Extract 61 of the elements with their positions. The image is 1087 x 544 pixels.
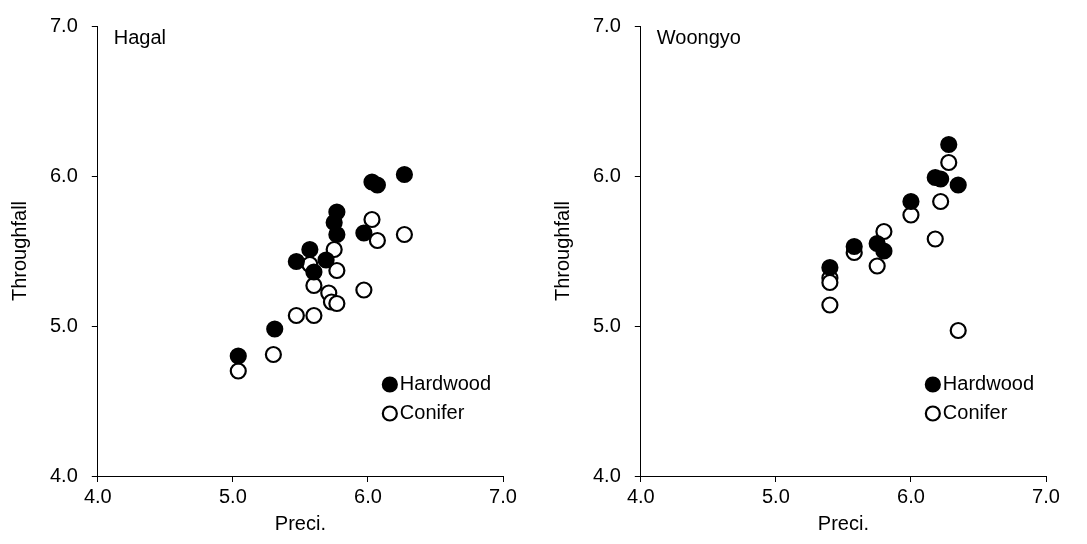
y-tick-label: 5.0 — [49, 313, 78, 336]
x-tick-label: 7.0 — [1032, 484, 1060, 507]
legend-label: Hardwood — [399, 372, 492, 395]
y-tick-label: 5.0 — [592, 313, 621, 336]
point — [932, 192, 950, 211]
point — [328, 225, 346, 244]
point — [875, 242, 893, 260]
y-tick-label: 7.0 — [49, 13, 78, 36]
y-tick-label: 6.0 — [592, 163, 621, 186]
y-tick-label: 7.0 — [592, 13, 621, 36]
point — [355, 224, 373, 242]
chart-title: Woongyo — [656, 25, 741, 48]
point — [363, 210, 381, 229]
point — [301, 240, 319, 259]
point — [317, 251, 335, 269]
point — [368, 176, 386, 194]
point — [845, 237, 863, 256]
point — [821, 296, 839, 314]
point — [328, 203, 346, 221]
x-tick-label: 4.0 — [83, 484, 112, 507]
point — [875, 222, 893, 241]
legend-label: Conifer — [942, 401, 1008, 424]
point — [266, 320, 284, 338]
point — [926, 230, 944, 248]
point — [305, 263, 323, 281]
x-tick-label: 5.0 — [761, 484, 790, 507]
x-axis-title: Preci. — [817, 511, 869, 534]
point — [949, 321, 967, 340]
legend-label: Conifer — [399, 401, 465, 424]
point — [355, 281, 373, 299]
point — [940, 153, 958, 172]
chart-title: Hagal — [113, 25, 167, 48]
point — [368, 231, 386, 250]
point — [949, 176, 967, 194]
x-tick-label: 5.0 — [218, 484, 247, 507]
point — [287, 252, 305, 271]
point — [328, 294, 346, 313]
point — [395, 165, 413, 184]
legend-label: Hardwood — [942, 372, 1035, 395]
point — [902, 192, 920, 211]
y-tick-label: 4.0 — [592, 463, 621, 486]
point — [305, 306, 323, 325]
x-tick-label: 4.0 — [626, 484, 655, 507]
point — [940, 135, 958, 154]
point — [229, 347, 247, 365]
x-tick-label: 7.0 — [489, 484, 517, 507]
point — [821, 273, 839, 292]
point — [821, 258, 839, 277]
point — [264, 345, 282, 364]
x-tick-label: 6.0 — [354, 484, 382, 507]
y-tick-label: 4.0 — [49, 463, 78, 486]
point — [328, 261, 346, 280]
y-tick-label: 6.0 — [49, 163, 78, 186]
x-axis-title: Preci. — [274, 511, 326, 534]
y-axis-title: Throughfall — [7, 200, 30, 302]
point — [868, 257, 886, 275]
x-tick-label: 6.0 — [897, 484, 925, 507]
point — [395, 225, 413, 244]
point — [229, 362, 247, 380]
point — [287, 306, 305, 325]
y-axis-title: Throughfall — [550, 200, 573, 302]
